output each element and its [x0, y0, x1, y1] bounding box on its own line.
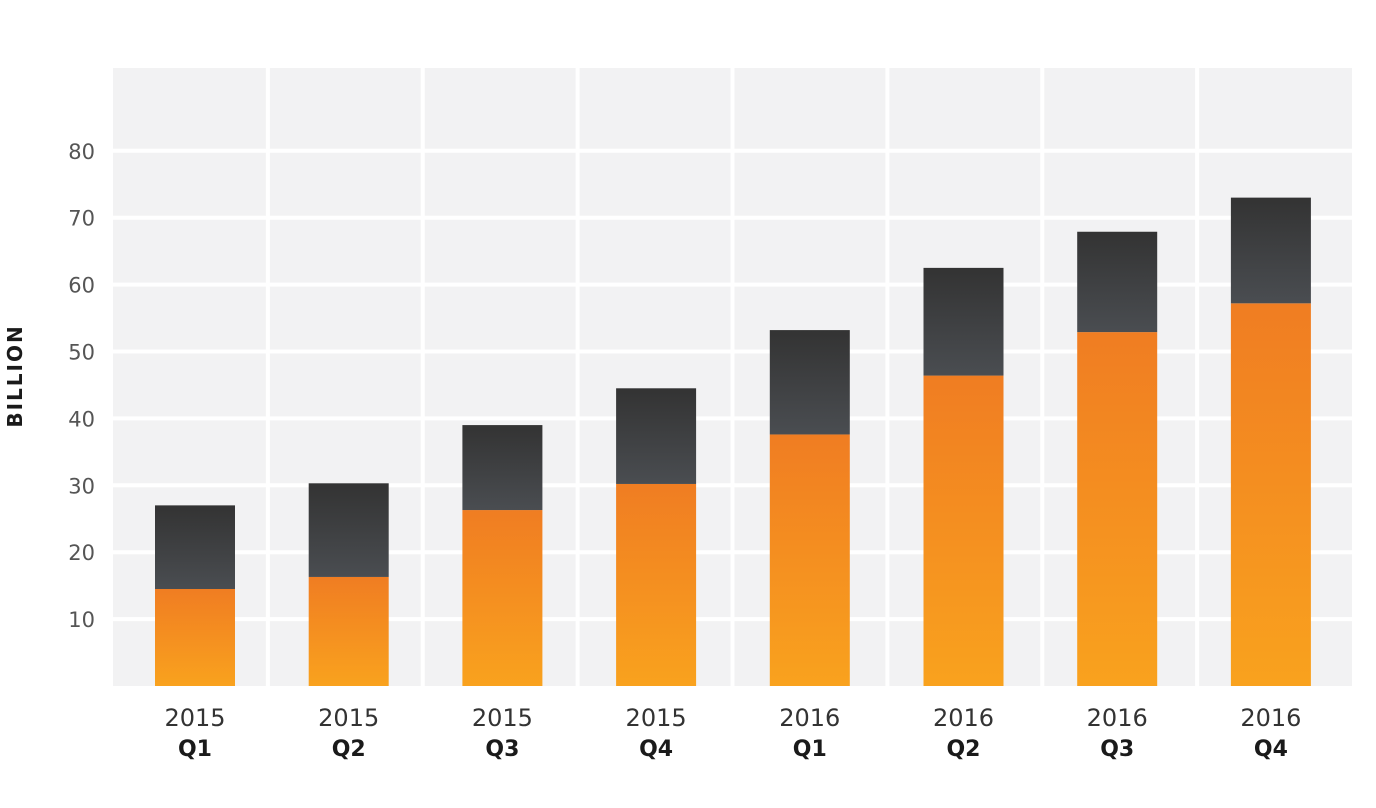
bar-segment	[923, 375, 1004, 686]
bars	[155, 197, 1311, 686]
x-tick-quarter-label: Q1	[793, 737, 827, 762]
x-tick-year-label: 2015	[164, 704, 225, 732]
y-axis-ticks: 10 20 30 40 50 60 70 80	[68, 140, 95, 632]
x-tick-quarter-label: Q3	[1100, 737, 1134, 762]
bar-segment	[616, 483, 697, 686]
bar-segment	[769, 434, 850, 686]
bar-segment	[1077, 332, 1158, 686]
bar-segment	[462, 425, 543, 511]
bar-segment	[616, 388, 697, 484]
y-tick-label: 40	[68, 407, 95, 431]
x-tick-quarter-label: Q2	[946, 737, 980, 762]
x-tick-quarter-label: Q1	[178, 737, 212, 762]
y-tick-label: 10	[68, 608, 95, 632]
bar-segment	[923, 267, 1004, 376]
bar-segment	[1230, 303, 1311, 686]
x-tick-year-label: 2015	[626, 704, 687, 732]
x-tick-year-label: 2016	[1087, 704, 1148, 732]
x-tick-quarter-label: Q3	[485, 737, 519, 762]
bar-segment	[155, 588, 235, 686]
x-tick-quarter-label: Q4	[1254, 737, 1288, 762]
bar-segment	[155, 505, 235, 589]
y-tick-label: 70	[68, 207, 95, 231]
bar-segment	[1077, 231, 1158, 333]
y-tick-label: 80	[68, 140, 95, 164]
y-tick-label: 60	[68, 274, 95, 298]
y-tick-label: 30	[68, 474, 95, 498]
y-axis-label: BILLION	[3, 324, 27, 427]
y-tick-label: 50	[68, 341, 95, 365]
bar-segment	[308, 483, 389, 577]
y-tick-label: 20	[68, 541, 95, 565]
bar-segment	[308, 576, 389, 686]
x-tick-year-label: 2015	[472, 704, 533, 732]
x-tick-year-label: 2015	[318, 704, 379, 732]
x-tick-quarter-label: Q4	[639, 737, 673, 762]
bar-segment	[769, 330, 850, 435]
x-axis-ticks: 2015 Q1 2015 Q2 2015 Q3 2015 Q4 2016 Q1 2016 Q2 2016…	[164, 704, 1301, 762]
x-tick-year-label: 2016	[1240, 704, 1301, 732]
bar-segment	[1230, 197, 1311, 304]
bar-segment	[462, 510, 543, 686]
x-tick-quarter-label: Q2	[332, 737, 366, 762]
x-tick-year-label: 2016	[779, 704, 840, 732]
x-tick-year-label: 2016	[933, 704, 994, 732]
